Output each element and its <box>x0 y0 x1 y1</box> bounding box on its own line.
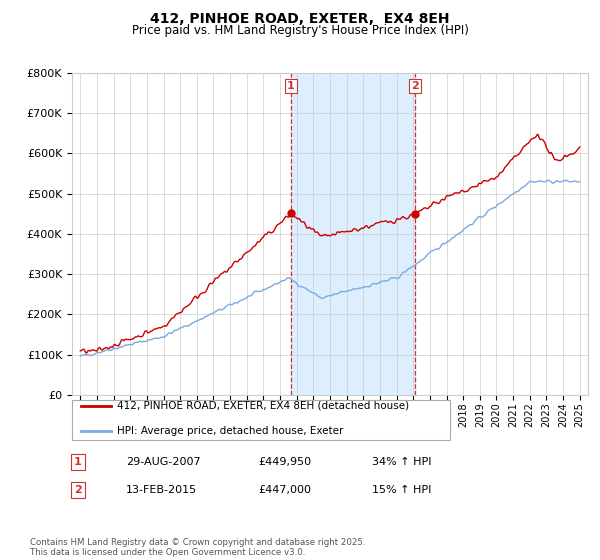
Text: 1: 1 <box>287 81 295 91</box>
Text: 29-AUG-2007: 29-AUG-2007 <box>126 457 200 467</box>
Text: 34% ↑ HPI: 34% ↑ HPI <box>372 457 431 467</box>
Text: £449,950: £449,950 <box>258 457 311 467</box>
Text: 2: 2 <box>74 485 82 495</box>
Text: 1: 1 <box>74 457 82 467</box>
Text: 2: 2 <box>412 81 419 91</box>
Text: 13-FEB-2015: 13-FEB-2015 <box>126 485 197 495</box>
Text: 412, PINHOE ROAD, EXETER,  EX4 8EH: 412, PINHOE ROAD, EXETER, EX4 8EH <box>150 12 450 26</box>
Text: HPI: Average price, detached house, Exeter: HPI: Average price, detached house, Exet… <box>117 426 343 436</box>
Text: Contains HM Land Registry data © Crown copyright and database right 2025.
This d: Contains HM Land Registry data © Crown c… <box>30 538 365 557</box>
Bar <box>291 73 415 395</box>
Text: 15% ↑ HPI: 15% ↑ HPI <box>372 485 431 495</box>
Text: Price paid vs. HM Land Registry's House Price Index (HPI): Price paid vs. HM Land Registry's House … <box>131 24 469 37</box>
Text: 412, PINHOE ROAD, EXETER, EX4 8EH (detached house): 412, PINHOE ROAD, EXETER, EX4 8EH (detac… <box>117 401 409 411</box>
Text: £447,000: £447,000 <box>258 485 311 495</box>
